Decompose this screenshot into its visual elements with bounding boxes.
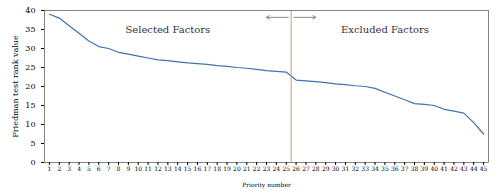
svg-text:40: 40 (430, 165, 438, 172)
svg-text:45: 45 (480, 165, 488, 172)
svg-text:39: 39 (421, 165, 429, 172)
svg-text:20: 20 (233, 165, 241, 172)
svg-text:Selected Factors: Selected Factors (125, 24, 210, 35)
svg-text:22: 22 (253, 165, 261, 172)
svg-text:12: 12 (154, 165, 162, 172)
svg-text:2: 2 (57, 165, 61, 172)
svg-text:4: 4 (77, 165, 81, 172)
svg-text:37: 37 (401, 165, 409, 172)
svg-text:19: 19 (223, 165, 231, 172)
svg-text:Friedman test rank value: Friedman test rank value (11, 35, 20, 138)
svg-text:6: 6 (97, 165, 101, 172)
svg-text:10: 10 (134, 165, 142, 172)
svg-text:32: 32 (351, 165, 359, 172)
svg-text:Priority number: Priority number (242, 181, 291, 189)
svg-text:18: 18 (213, 165, 221, 172)
svg-text:25: 25 (282, 165, 290, 172)
svg-text:24: 24 (273, 165, 281, 172)
svg-text:40: 40 (25, 6, 35, 15)
svg-text:10: 10 (25, 120, 35, 129)
svg-text:34: 34 (371, 165, 379, 172)
svg-text:30: 30 (25, 44, 35, 53)
svg-text:41: 41 (440, 165, 448, 172)
svg-text:5: 5 (87, 165, 91, 172)
svg-text:8: 8 (117, 165, 121, 172)
svg-text:3: 3 (67, 165, 71, 172)
svg-text:5: 5 (30, 139, 35, 148)
svg-text:15: 15 (184, 165, 192, 172)
svg-text:15: 15 (25, 101, 35, 110)
svg-text:1: 1 (48, 165, 52, 172)
svg-text:29: 29 (322, 165, 330, 172)
svg-text:36: 36 (391, 165, 399, 172)
svg-text:17: 17 (203, 165, 211, 172)
svg-text:25: 25 (25, 63, 35, 72)
svg-text:33: 33 (361, 165, 369, 172)
svg-text:0: 0 (30, 158, 35, 167)
svg-text:21: 21 (243, 165, 251, 172)
svg-text:20: 20 (25, 82, 35, 91)
svg-text:28: 28 (312, 165, 320, 172)
svg-text:42: 42 (450, 165, 458, 172)
svg-text:27: 27 (302, 165, 310, 172)
svg-text:14: 14 (174, 165, 182, 172)
svg-text:44: 44 (470, 165, 478, 172)
svg-text:13: 13 (164, 165, 172, 172)
svg-text:35: 35 (381, 165, 389, 172)
svg-text:23: 23 (263, 165, 271, 172)
svg-text:43: 43 (460, 165, 468, 172)
svg-text:9: 9 (126, 165, 130, 172)
svg-text:Excluded Factors: Excluded Factors (341, 24, 429, 35)
svg-text:26: 26 (292, 165, 300, 172)
svg-text:11: 11 (144, 165, 152, 172)
svg-text:31: 31 (342, 165, 350, 172)
svg-text:30: 30 (332, 165, 340, 172)
svg-text:16: 16 (194, 165, 202, 172)
svg-text:38: 38 (411, 165, 419, 172)
svg-text:35: 35 (25, 25, 35, 34)
svg-text:7: 7 (107, 165, 111, 172)
